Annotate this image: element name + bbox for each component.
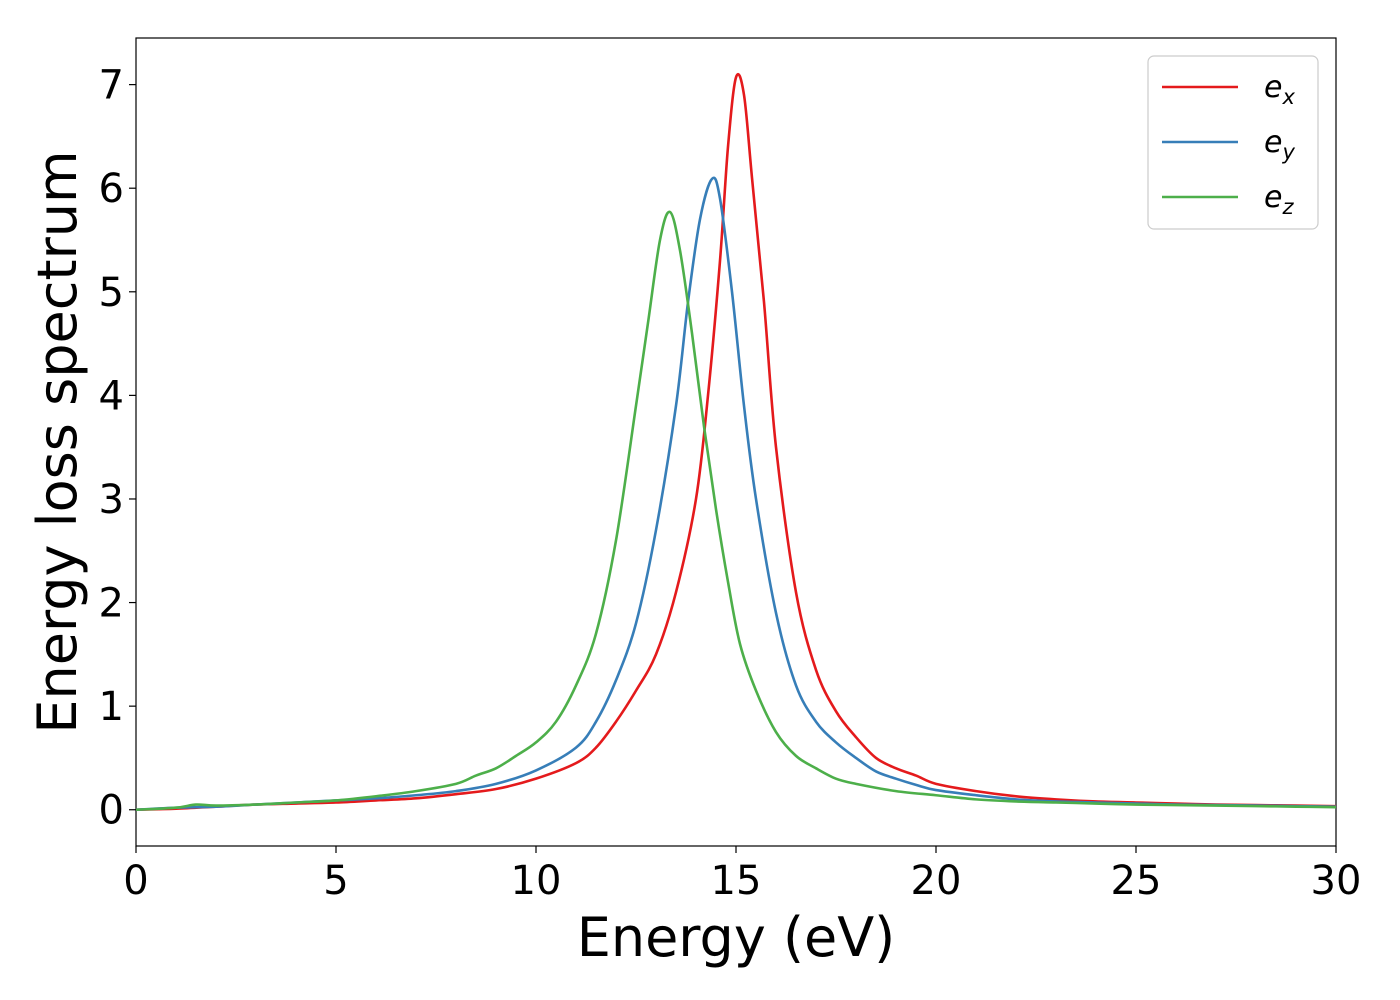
y-tick-label: 4 [99, 373, 124, 419]
x-tick-label: 0 [123, 858, 148, 904]
y-tick-label: 0 [99, 788, 124, 834]
y-tick-label: 6 [99, 166, 124, 212]
x-axis-ticks: 0 5 10 15 20 25 30 [123, 846, 1361, 904]
x-tick-label: 30 [1311, 858, 1362, 904]
y-tick-label: 3 [99, 477, 124, 523]
series-line-e-x [135, 72, 1337, 812]
x-tick-label: 25 [1111, 858, 1162, 904]
legend: ex ey ez [1147, 55, 1319, 230]
x-tick-label: 5 [323, 858, 348, 904]
x-tick-label: 10 [511, 858, 562, 904]
y-axis-title: Energy loss spectrum [26, 150, 89, 733]
series-line-e-z [135, 210, 1337, 812]
series-lines [135, 72, 1337, 812]
legend-label-e-z: ez [1264, 180, 1294, 219]
y-axis-ticks: 0 1 2 3 4 5 6 7 [99, 63, 136, 834]
y-tick-label: 7 [99, 63, 124, 109]
y-tick-label: 1 [99, 684, 124, 730]
y-tick-label: 5 [99, 270, 124, 316]
x-tick-label: 20 [911, 858, 962, 904]
x-axis-title: Energy (eV) [577, 906, 896, 969]
y-tick-label: 2 [99, 581, 124, 627]
legend-label-e-x: ex [1264, 70, 1295, 109]
x-tick-label: 15 [711, 858, 762, 904]
legend-label-e-y: ey [1264, 125, 1295, 164]
